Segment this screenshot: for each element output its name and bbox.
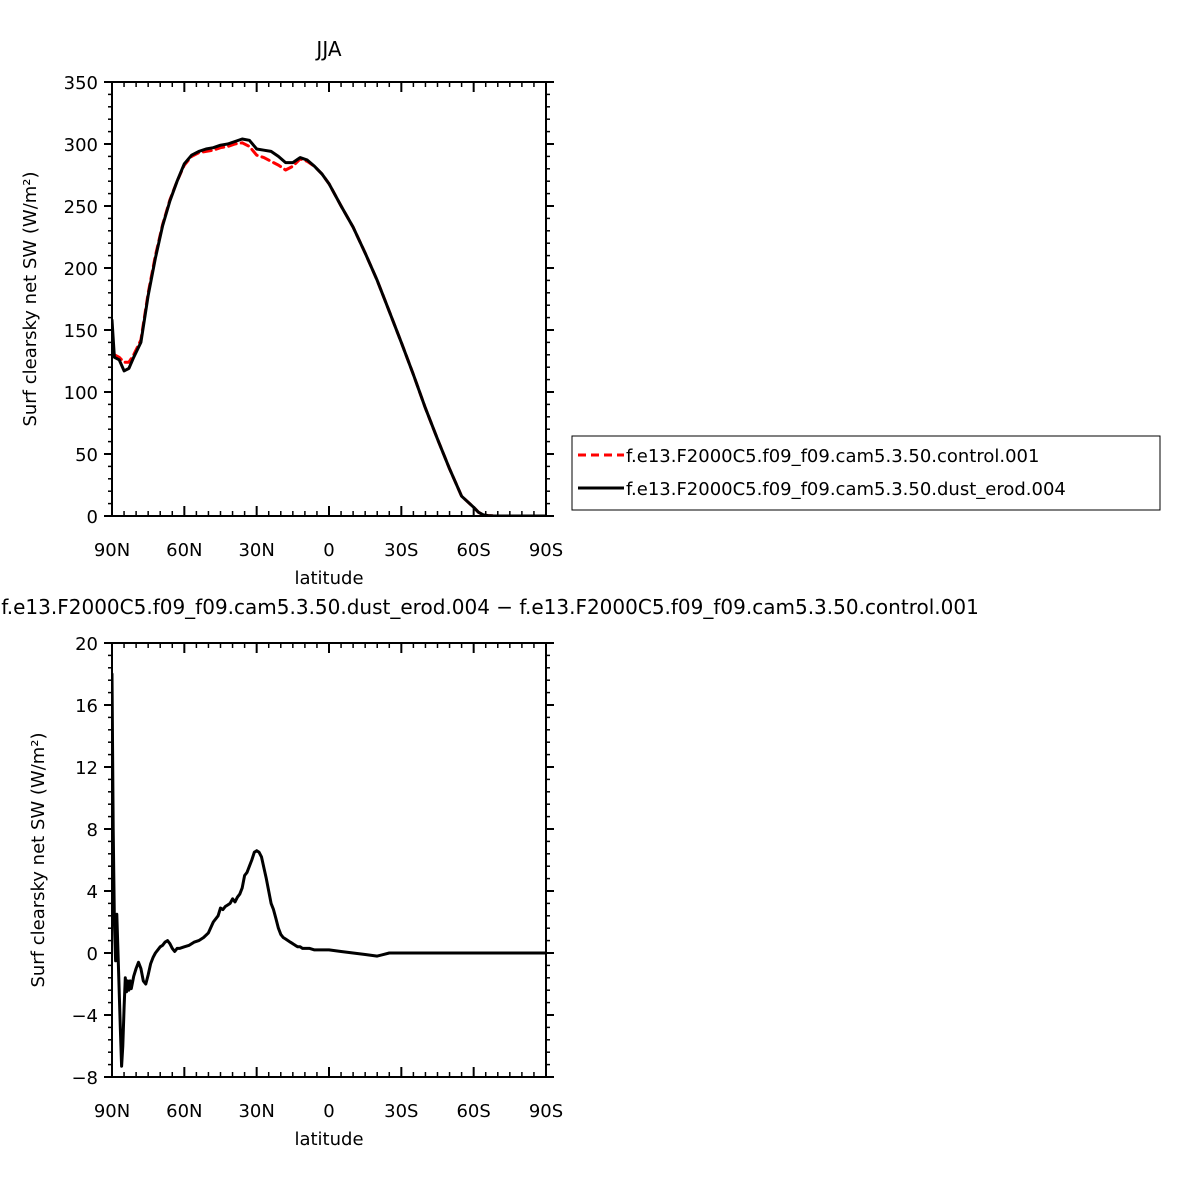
bottom-chart: f.e13.F2000C5.f09_f09.cam5.3.50.dust_ero… [1, 595, 979, 1150]
top-ytick-label: 150 [64, 321, 98, 342]
top-xtick-label: 30N [238, 540, 274, 561]
bottom-chart-plot [112, 672, 546, 1068]
legend-box [571, 435, 1161, 511]
top-xtick-label: 90S [529, 540, 563, 561]
top-xtick-label: 90N [94, 540, 130, 561]
top-ytick-label: 100 [64, 383, 98, 404]
top-chart-xlabel: latitude [294, 568, 363, 589]
bottom-ytick-label: 16 [75, 696, 98, 717]
bottom-ytick-label: 0 [87, 944, 98, 965]
bottom-chart-frame [111, 642, 547, 1078]
top-chart-legend: f.e13.F2000C5.f09_f09.cam5.3.50.control.… [571, 435, 1161, 511]
top-chart-plot [112, 137, 546, 516]
bottom-xtick-label: 90N [94, 1101, 130, 1122]
top-chart-ylabel: Surf clearsky net SW (W/m²) [20, 171, 41, 426]
bottom-ytick-label: 4 [87, 882, 98, 903]
bottom-xtick-label: 90S [529, 1101, 563, 1122]
top-ytick-label: 350 [64, 73, 98, 94]
bottom-xtick-label: 60N [166, 1101, 202, 1122]
top-xtick-label: 30S [384, 540, 418, 561]
bottom-ytick-label: 8 [87, 820, 98, 841]
bottom-xtick-label: 0 [323, 1101, 334, 1122]
bottom-xtick-label: 30S [384, 1101, 418, 1122]
top-xtick-label: 60S [456, 540, 490, 561]
top-series-line-dust-erod [112, 137, 546, 516]
bottom-ytick-label: −4 [71, 1006, 98, 1027]
bottom-ytick-label: −8 [71, 1068, 98, 1089]
top-xtick-label: 0 [323, 540, 334, 561]
top-chart: JJA 90N 60N 30N 0 30S 60S 90S 0 50 100 150 200 250 30… [20, 37, 1161, 589]
top-ytick-label: 200 [64, 259, 98, 280]
bottom-xtick-label: 60S [456, 1101, 490, 1122]
bottom-ytick-label: 20 [75, 634, 98, 655]
bottom-chart-title: f.e13.F2000C5.f09_f09.cam5.3.50.dust_ero… [1, 595, 979, 619]
top-ytick-label: 50 [75, 445, 98, 466]
top-series-line-control [112, 141, 546, 516]
bottom-chart-xlabel: latitude [294, 1129, 363, 1150]
bottom-chart-ylabel: Surf clearsky net SW (W/m²) [28, 732, 49, 987]
bottom-series-line-difference [112, 672, 546, 1068]
legend-label-dust-erod: f.e13.F2000C5.f09_f09.cam5.3.50.dust_ero… [626, 479, 1066, 500]
top-ytick-label: 0 [87, 507, 98, 528]
bottom-xtick-label: 30N [238, 1101, 274, 1122]
top-chart-title: JJA [314, 37, 341, 61]
top-ytick-label: 300 [64, 135, 98, 156]
bottom-ytick-label: 12 [75, 758, 98, 779]
legend-label-control: f.e13.F2000C5.f09_f09.cam5.3.50.control.… [626, 446, 1039, 467]
top-xtick-label: 60N [166, 540, 202, 561]
top-chart-frame [111, 81, 547, 517]
top-ytick-label: 250 [64, 197, 98, 218]
